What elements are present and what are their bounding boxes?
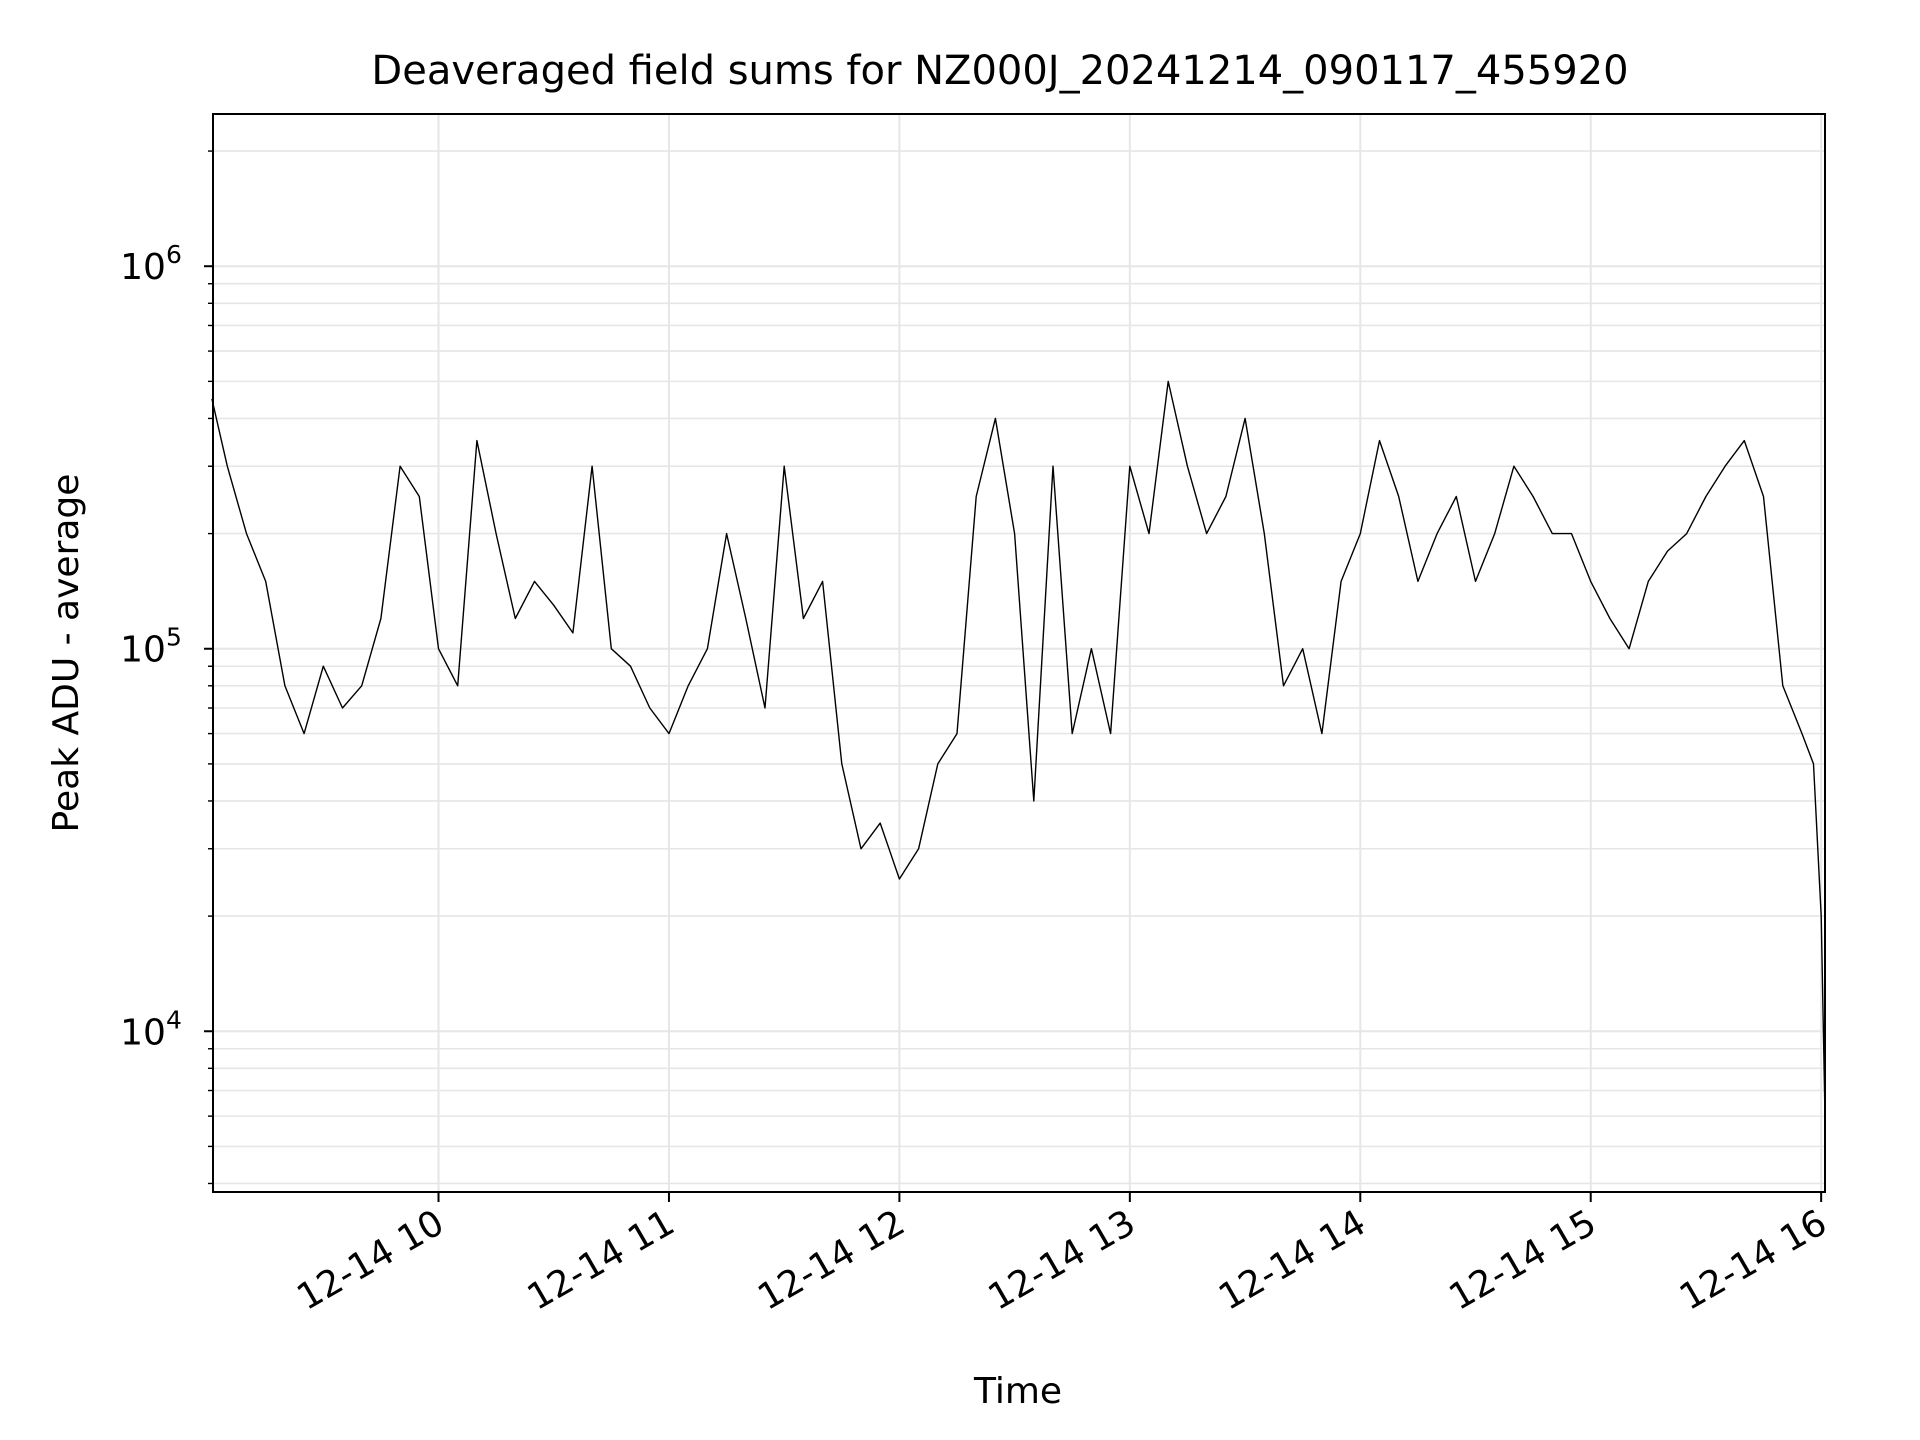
x-tick-label: 12-14 10 bbox=[290, 1202, 451, 1318]
y-axis-label: Peak ADU - average bbox=[46, 474, 87, 833]
plot-frame bbox=[212, 113, 1826, 1193]
y-axis: 104 105 106 bbox=[120, 150, 213, 1185]
grid bbox=[213, 114, 1825, 1192]
chart-title: Deaveraged field sums for NZ000J_2024121… bbox=[371, 48, 1628, 94]
x-tick-label: 12-14 13 bbox=[982, 1202, 1143, 1318]
x-axis-label: Time bbox=[973, 1371, 1062, 1412]
series-line bbox=[211, 380, 1826, 1117]
x-tick-label: 12-14 11 bbox=[521, 1202, 682, 1318]
x-axis: 12-14 10 12-14 11 12-14 12 12-14 13 12-14 14… bbox=[290, 1192, 1834, 1319]
x-tick-label: 12-14 14 bbox=[1212, 1202, 1373, 1318]
x-tick-label: 12-14 12 bbox=[751, 1202, 912, 1318]
y-tick-label: 106 bbox=[120, 240, 182, 288]
y-tick-label: 105 bbox=[120, 623, 182, 671]
x-tick-label: 12-14 16 bbox=[1673, 1202, 1834, 1318]
y-tick-label: 104 bbox=[120, 1005, 182, 1053]
x-tick-label: 12-14 15 bbox=[1443, 1202, 1604, 1318]
